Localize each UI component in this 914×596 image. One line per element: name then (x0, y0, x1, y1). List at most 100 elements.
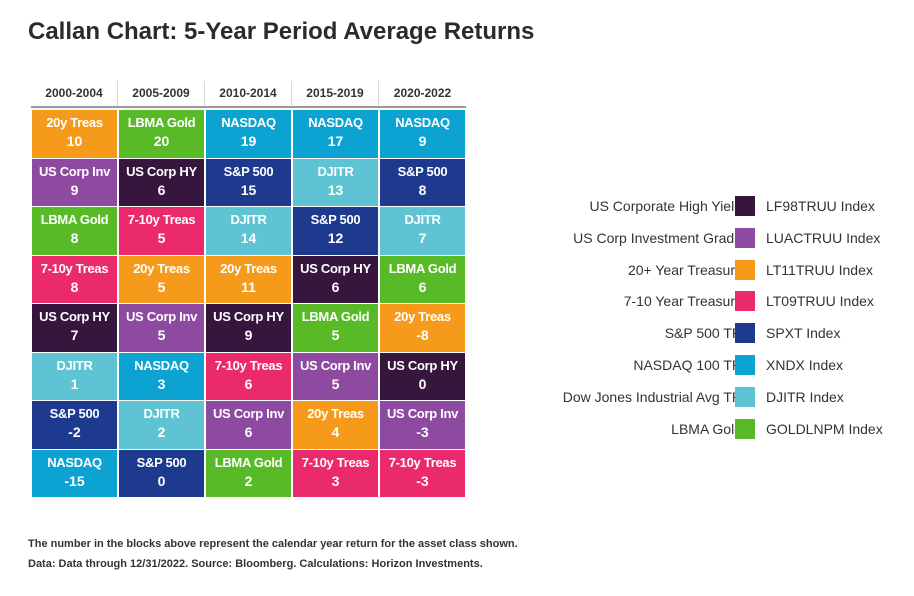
asset-name: 20y Treas (46, 115, 103, 130)
legend-description: 7-10 Year Treasury (623, 293, 742, 310)
asset-name: US Corp Inv (212, 406, 285, 421)
asset-return: 4 (331, 424, 340, 440)
legend-description: NASDAQ 100 TR (633, 356, 742, 373)
asset-return: 14 (240, 230, 257, 246)
asset-name: LBMA Gold (301, 309, 370, 324)
header-divider (31, 106, 466, 108)
legend-description: US Corp Investment Grade (573, 229, 742, 246)
asset-name: DJITR (317, 163, 354, 179)
asset-block: US Corp HY 0 (380, 352, 465, 400)
asset-block: LBMA Gold 2 (206, 449, 291, 497)
asset-name: US Corp HY (213, 309, 284, 324)
asset-name: S&P 500 (397, 163, 448, 179)
asset-name: 7-10y Treas (127, 212, 196, 227)
asset-return: 7 (418, 230, 427, 246)
asset-return: 2 (244, 472, 253, 489)
legend-swatch (735, 227, 755, 248)
asset-block: 7-10y Treas 6 (206, 352, 291, 400)
asset-block: DJITR 7 (380, 207, 465, 255)
asset-return: 5 (157, 230, 166, 246)
asset-return: 8 (70, 278, 79, 295)
asset-block: NASDAQ 19 (206, 110, 291, 158)
period-header: 2000-2004 (31, 81, 118, 106)
asset-name: US Corp Inv (38, 163, 111, 179)
asset-name: 7-10y Treas (214, 357, 283, 373)
asset-name: US Corp Inv (386, 406, 459, 421)
legend-item: 20+ Year Treasury LT11TRUU Index (520, 256, 910, 288)
legend-swatch (735, 354, 755, 375)
legend-swatch (735, 323, 755, 344)
asset-block: US Corp Inv 6 (206, 401, 291, 449)
asset-block: US Corp Inv 9 (32, 158, 117, 206)
legend-item: US Corp Investment Grade LUACTRUU Index (520, 224, 910, 256)
asset-return: 19 (240, 133, 257, 149)
legend-description: 20+ Year Treasury (627, 261, 742, 278)
asset-return: -8 (416, 327, 429, 343)
asset-name: S&P 500 (223, 163, 274, 179)
asset-name: 20y Treas (220, 260, 277, 276)
legend-index: XNDX Index (766, 356, 844, 373)
asset-name: DJITR (56, 357, 93, 373)
asset-name: US Corp HY (387, 357, 458, 373)
asset-block: US Corp HY 9 (206, 304, 291, 352)
asset-return: 15 (240, 181, 257, 198)
asset-name: US Corp HY (126, 163, 197, 179)
asset-name: 20y Treas (307, 406, 364, 421)
asset-return: 12 (327, 230, 344, 246)
asset-name: NASDAQ (134, 357, 189, 373)
legend-description: LBMA Gold (671, 420, 742, 437)
asset-return: 11 (241, 278, 256, 295)
asset-name: 7-10y Treas (388, 454, 457, 470)
asset-name: 7-10y Treas (40, 260, 109, 276)
legend-swatch (735, 291, 755, 312)
asset-name: US Corp Inv (125, 309, 198, 324)
asset-return: 6 (418, 278, 427, 295)
returns-table: 2000-2004 2005-2009 2010-2014 2015-2019 2020… (31, 81, 466, 498)
period-column: LBMA Gold 20 US Corp HY 6 7-10y Treas 5 20y Tr… (118, 110, 205, 498)
legend-description: S&P 500 TR (664, 325, 742, 342)
legend-description: Dow Jones Industrial Avg TR (562, 388, 742, 405)
asset-return: 5 (157, 327, 166, 343)
period-column: NASDAQ 9 S&P 500 8 DJITR 7 LBMA Gold 6 20y Treas… (379, 110, 466, 498)
asset-name: DJITR (404, 212, 441, 227)
asset-block: US Corp Inv 5 (293, 352, 378, 400)
legend-item: LBMA Gold GOLDLNPM Index (520, 415, 910, 447)
asset-block: LBMA Gold 6 (380, 255, 465, 303)
asset-name: LBMA Gold (388, 260, 457, 276)
asset-name: 20y Treas (133, 260, 190, 276)
asset-block: 20y Treas 10 (32, 110, 117, 158)
asset-block: DJITR 14 (206, 207, 291, 255)
asset-return: 0 (418, 375, 427, 392)
legend-item: 7-10 Year Treasury LT09TRUU Index (520, 287, 910, 319)
legend-swatch (735, 259, 755, 280)
asset-return: -3 (416, 472, 429, 489)
asset-block: DJITR 13 (293, 158, 378, 206)
footnote-source: Data: Data through 12/31/2022. Source: B… (28, 558, 483, 570)
period-header: 2015-2019 (292, 81, 379, 106)
asset-name: LBMA Gold (40, 212, 109, 227)
period-header: 2020-2022 (393, 86, 452, 100)
asset-block: 7-10y Treas 8 (32, 255, 117, 303)
legend-swatch (735, 196, 755, 216)
asset-block: US Corp HY 6 (293, 255, 378, 303)
asset-return: 6 (244, 424, 253, 440)
asset-block: 20y Treas 5 (119, 255, 204, 303)
asset-name: 20y Treas (394, 309, 451, 324)
asset-return: 1 (70, 375, 79, 392)
asset-block: LBMA Gold 5 (293, 304, 378, 352)
legend-swatch (735, 418, 755, 439)
legend: US Corporate High Yield LF98TRUU Index US … (520, 192, 910, 446)
asset-return: -2 (68, 424, 81, 440)
period-columns: 20y Treas 10 US Corp Inv 9 LBMA Gold 8 7-10y T… (31, 110, 466, 498)
asset-name: NASDAQ (221, 115, 276, 130)
asset-return: 0 (157, 472, 166, 489)
asset-name: NASDAQ (308, 115, 363, 130)
period-header: 2010-2014 (205, 81, 292, 106)
asset-block: LBMA Gold 20 (119, 110, 204, 158)
asset-block: 7-10y Treas 3 (293, 449, 378, 497)
asset-name: US Corp HY (300, 260, 371, 276)
asset-block: 20y Treas -8 (380, 304, 465, 352)
asset-name: DJITR (230, 212, 267, 227)
footnote-note: The number in the blocks above represent… (28, 538, 518, 550)
legend-swatch (735, 386, 755, 407)
